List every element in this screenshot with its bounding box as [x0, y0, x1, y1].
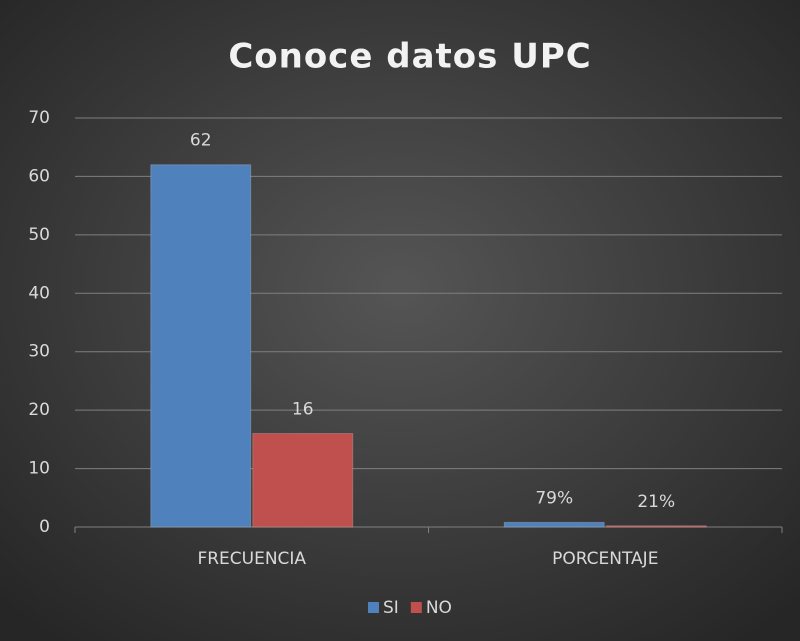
- data-label: 16: [292, 400, 314, 420]
- data-label: 79%: [535, 488, 573, 508]
- y-tick-label: 70: [28, 108, 50, 128]
- legend-swatch: [368, 602, 379, 613]
- y-tick-label: 40: [28, 283, 50, 303]
- legend-swatch: [410, 602, 422, 613]
- y-tick-label: 30: [28, 342, 50, 362]
- y-tick-label: 0: [39, 517, 50, 537]
- legend-label: SI: [383, 598, 399, 618]
- x-tick-label: PORCENTAJE: [552, 549, 658, 569]
- bar: [605, 525, 707, 528]
- data-label: 21%: [637, 492, 675, 512]
- y-tick-label: 50: [28, 225, 50, 245]
- y-tick-label: 60: [28, 166, 50, 186]
- bar: [150, 164, 252, 528]
- data-label: 62: [190, 131, 212, 151]
- y-tick-label: 10: [28, 459, 50, 479]
- chart-title: Conoce datos UPC: [228, 37, 591, 77]
- bar: [503, 521, 605, 528]
- legend-label: NO: [426, 598, 452, 618]
- y-tick-label: 20: [28, 400, 50, 420]
- x-tick-label: FRECUENCIA: [197, 549, 306, 569]
- bar: [252, 433, 354, 528]
